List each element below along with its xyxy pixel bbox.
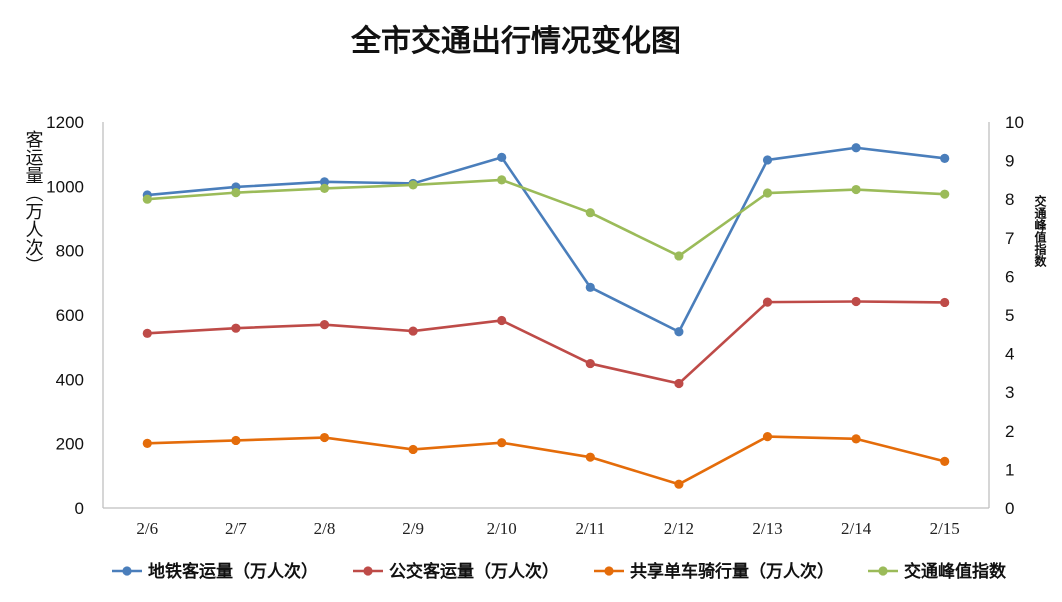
data-point [319,432,330,443]
data-point [142,194,152,204]
legend-marker [878,566,888,576]
x-tick-label: 2/6 [136,519,158,538]
x-tick-label: 2/11 [576,519,606,538]
series-layer [142,143,950,489]
right-axis-title: 交通峰值指数 [1033,194,1047,268]
x-axis-ticks: 2/6 2/7 2/8 2/9 2/10 2/11 2/12 2/13 2/14 2/15 [136,519,959,538]
data-point [674,378,684,389]
right-tick-label: 8 [1005,190,1014,209]
data-point [497,175,507,185]
data-point [231,435,241,446]
data-point [319,320,330,330]
series-0 [142,143,950,337]
left-tick-label: 600 [56,306,84,325]
right-tick-label: 0 [1005,499,1014,518]
x-tick-label: 2/13 [752,519,782,538]
legend-item: 公交客运量（万人次） [353,561,559,582]
x-tick-label: 2/8 [314,519,336,538]
legend-label: 地铁客运量（万人次） [148,561,318,582]
x-tick-label: 2/14 [841,519,872,538]
right-tick-label: 6 [1005,267,1014,286]
right-tick-label: 4 [1005,345,1014,364]
left-axis-title-text: 客运量（万人次） [23,130,44,274]
data-point [674,251,684,261]
data-point [319,183,330,193]
data-point [851,143,861,153]
legend-label: 公交客运量（万人次） [389,561,559,582]
data-point [851,184,861,195]
data-point [762,155,773,165]
legend-label: 共享单车骑行量（万人次） [630,561,834,582]
data-point [497,152,507,162]
data-point [851,296,861,307]
data-point [762,431,773,442]
data-point [851,434,861,444]
legend-marker [604,566,614,576]
data-point [497,438,507,448]
data-point [231,188,241,198]
left-tick-label: 400 [56,370,84,389]
data-point [762,297,773,307]
chart-title: 全市交通出行情况变化图 [350,24,681,59]
data-point [408,326,418,336]
right-tick-label: 3 [1005,383,1014,402]
data-point [142,438,152,448]
data-point [674,479,684,489]
legend: 地铁客运量（万人次） 公交客运量（万人次） 共享单车骑行量（万人次） 交通峰值指数 [112,561,1007,582]
data-point [940,153,950,163]
legend-marker [122,566,132,576]
data-point [940,189,950,199]
data-point [585,452,595,462]
series-line [146,178,947,258]
legend-item: 共享单车骑行量（万人次） [594,561,834,582]
right-tick-label: 9 [1005,152,1014,171]
data-point [319,177,330,187]
series-line [146,435,947,486]
series-line [146,146,947,334]
data-point [497,315,507,326]
x-tick-label: 2/9 [402,519,424,538]
right-tick-label: 1 [1005,460,1014,479]
series-1 [142,296,950,389]
right-axis-ticks: 0 1 2 3 4 5 6 7 8 9 10 [1005,113,1024,518]
data-point [142,328,152,338]
left-axis-ticks: 0 200 400 600 800 1000 1200 [46,113,84,518]
data-point [674,327,684,337]
x-tick-label: 2/12 [664,519,694,538]
data-point [762,188,773,198]
legend-label: 交通峰值指数 [904,561,1007,582]
right-tick-label: 2 [1005,422,1014,441]
left-tick-label: 1000 [46,177,84,196]
data-point [408,180,418,190]
series-3 [142,175,950,261]
data-point [585,208,595,218]
data-point [408,444,418,455]
right-tick-label: 5 [1005,306,1014,325]
left-tick-label: 0 [75,499,84,518]
left-tick-label: 800 [56,242,84,261]
data-point [585,358,595,369]
legend-marker [363,566,373,576]
legend-item: 地铁客运量（万人次） [112,561,318,582]
data-point [585,282,595,292]
x-tick-label: 2/15 [930,519,960,538]
data-point [940,456,950,466]
left-tick-label: 200 [56,435,84,454]
x-tick-label: 2/10 [487,519,517,538]
left-tick-label: 1200 [46,113,84,132]
right-axis-title-text: 交通峰值指数 [1033,194,1047,268]
left-axis-title: 客运量（万人次） [23,130,44,274]
data-point [940,297,950,308]
series-line [146,300,947,385]
legend-item: 交通峰值指数 [868,561,1007,582]
right-tick-label: 7 [1005,229,1014,248]
right-tick-label: 10 [1005,113,1024,132]
data-point [231,323,241,333]
series-2 [142,431,950,489]
x-tick-label: 2/7 [225,519,247,538]
